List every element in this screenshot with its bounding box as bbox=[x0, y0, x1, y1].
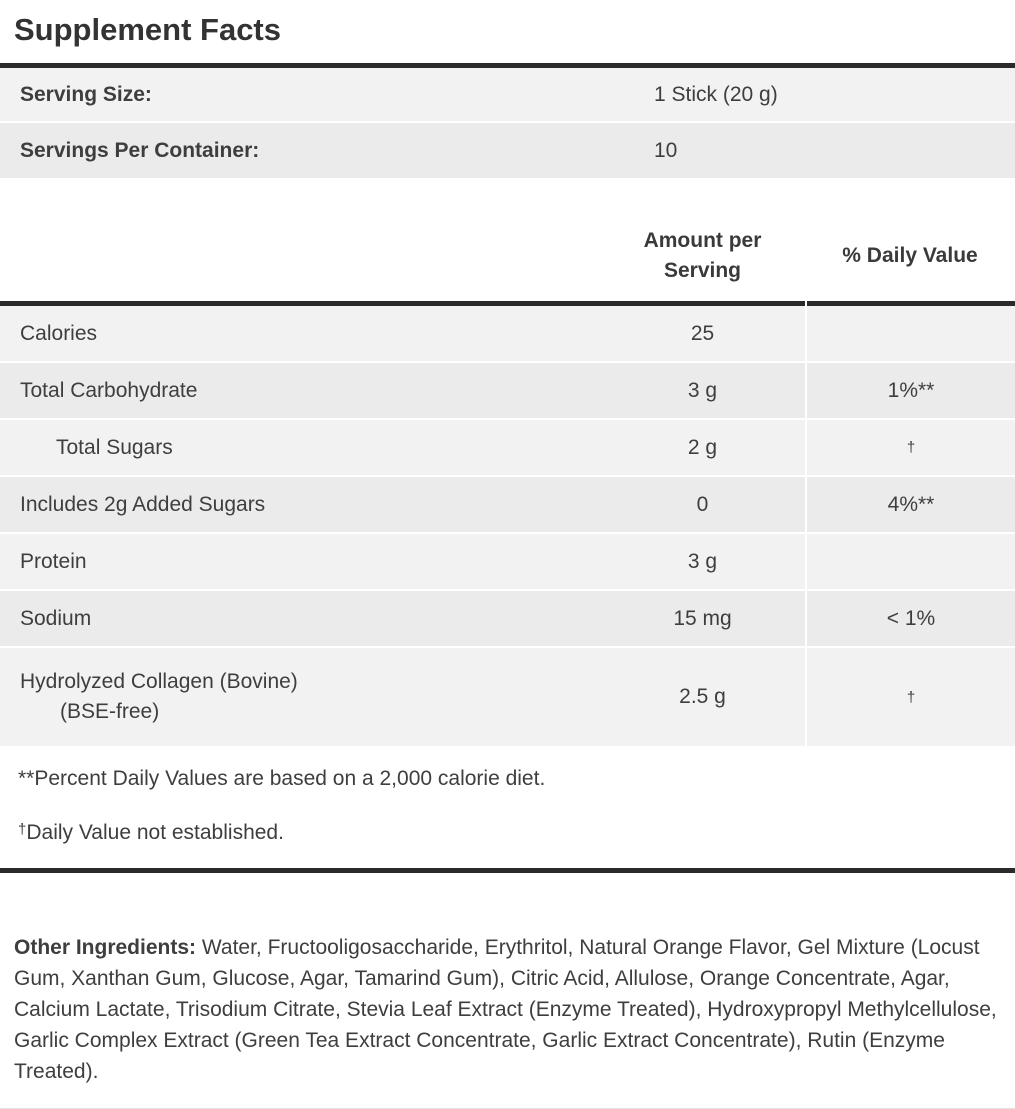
nutrient-dv: 1%** bbox=[805, 363, 1015, 418]
nutrient-amount: 3 g bbox=[687, 378, 718, 402]
nutrient-name: Hydrolyzed Collagen (Bovine) (BSE-free) bbox=[0, 660, 600, 734]
nutrient-dv: < 1% bbox=[805, 591, 1015, 646]
serving-size-value: 1 Stick (20 g) bbox=[654, 82, 778, 106]
nutrient-name: Total Carbohydrate bbox=[20, 378, 198, 402]
amount-header-line2: Serving bbox=[663, 259, 742, 282]
header-rule-right bbox=[807, 301, 1015, 306]
nutrient-amount: 25 bbox=[690, 321, 715, 345]
footnotes: **Percent Daily Values are based on a 2,… bbox=[0, 748, 1015, 868]
other-ingredients-label: Other Ingredients: bbox=[14, 936, 197, 959]
dagger-marker: † bbox=[18, 821, 27, 838]
page-title: Supplement Facts bbox=[14, 12, 281, 47]
table-row-sodium: Sodium 15 mg < 1% bbox=[0, 591, 1015, 648]
servings-per-container-row: Servings Per Container: 10 bbox=[0, 123, 1015, 178]
amount-per-serving-header: Amount per Serving bbox=[600, 226, 805, 286]
table-row-calories: Calories 25 bbox=[0, 306, 1015, 363]
header-rule-left bbox=[0, 301, 805, 306]
nutrient-dv bbox=[805, 306, 1015, 361]
other-ingredients-text: Water, Fructooligosaccharide, Erythritol… bbox=[14, 936, 997, 1083]
nutrient-name: Sodium bbox=[20, 606, 92, 630]
footnote-daily-values: **Percent Daily Values are based on a 2,… bbox=[18, 766, 997, 792]
table-row-hydrolyzed-collagen: Hydrolyzed Collagen (Bovine) (BSE-free) … bbox=[0, 648, 1015, 748]
nutrient-dv: 4%** bbox=[805, 477, 1015, 532]
serving-size-label: Serving Size: bbox=[20, 82, 152, 106]
nutrient-dv: † bbox=[805, 420, 1015, 475]
nutrient-amount: 3 g bbox=[687, 549, 718, 573]
header-rule bbox=[0, 301, 1015, 306]
footnote-text: Percent Daily Values are based on a 2,00… bbox=[34, 767, 546, 790]
nutrient-amount: 0 bbox=[696, 492, 709, 516]
serving-size-row: Serving Size: 1 Stick (20 g) bbox=[0, 68, 1015, 123]
table-row-total-carbohydrate: Total Carbohydrate 3 g 1%** bbox=[0, 363, 1015, 420]
amount-header-line1: Amount per bbox=[643, 229, 762, 252]
nutrient-amount: 15 mg bbox=[673, 606, 732, 630]
nutrient-name-line1: Hydrolyzed Collagen (Bovine) bbox=[20, 670, 298, 693]
table-row-added-sugars: Includes 2g Added Sugars 0 4%** bbox=[0, 477, 1015, 534]
footnote-marker: ** bbox=[18, 767, 35, 790]
top-rule bbox=[0, 63, 1015, 68]
footnote-dv-not-established: †Daily Value not established. bbox=[18, 820, 997, 848]
table-row-total-sugars: Total Sugars 2 g † bbox=[0, 420, 1015, 477]
nutrient-amount: 2 g bbox=[687, 435, 718, 459]
nutrient-dv: † bbox=[805, 648, 1015, 746]
servings-per-container-value: 10 bbox=[654, 138, 678, 162]
nutrient-table-header: Amount per Serving % Daily Value bbox=[0, 178, 1015, 286]
nutrient-dv bbox=[805, 534, 1015, 589]
table-row-protein: Protein 3 g bbox=[0, 534, 1015, 591]
nutrient-name: Protein bbox=[20, 549, 87, 573]
servings-per-container-label: Servings Per Container: bbox=[20, 138, 260, 162]
daily-value-header: % Daily Value bbox=[842, 244, 978, 267]
nutrient-name: Calories bbox=[20, 321, 98, 345]
nutrient-table-body: Calories 25 Total Carbohydrate 3 g 1%** … bbox=[0, 306, 1015, 748]
other-ingredients: Other Ingredients: Water, Fructooligosac… bbox=[0, 894, 1015, 1087]
nutrient-name-line2: (BSE-free) bbox=[60, 700, 160, 723]
nutrient-name: Total Sugars bbox=[56, 435, 173, 459]
footnote-text: Daily Value not established. bbox=[26, 821, 284, 844]
nutrient-amount: 2.5 g bbox=[679, 685, 726, 708]
footer-rule bbox=[0, 868, 1015, 873]
nutrient-name: Includes 2g Added Sugars bbox=[20, 492, 266, 516]
